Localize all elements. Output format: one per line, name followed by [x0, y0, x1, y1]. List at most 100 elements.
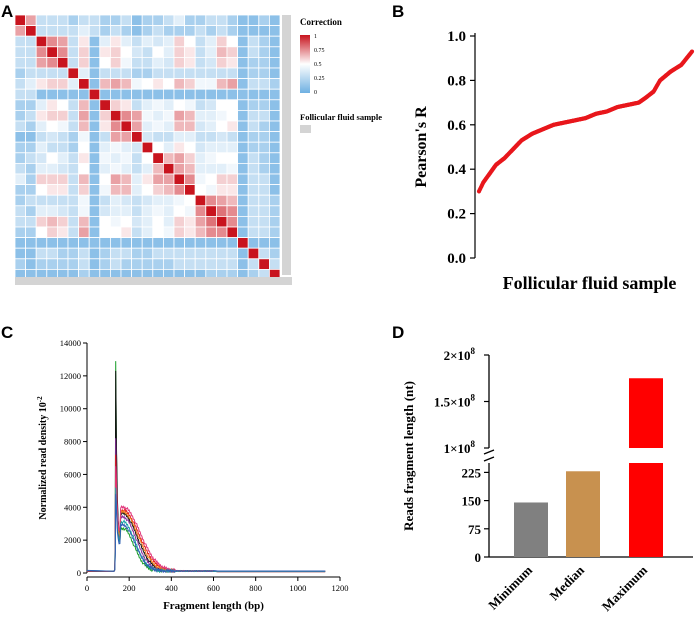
- heatmap-cell: [215, 88, 228, 101]
- heatmap-cell: [226, 215, 239, 228]
- heatmap-cell: [184, 25, 196, 37]
- heatmap-cell: [152, 99, 164, 111]
- heatmap-cell: [194, 205, 207, 217]
- heatmap-cell: [78, 110, 90, 122]
- heatmap-cell: [205, 152, 217, 164]
- heatmap-cell: [162, 141, 175, 154]
- heatmap-cell: [194, 57, 207, 69]
- heatmap-cell: [258, 35, 270, 48]
- heatmap-cell: [99, 162, 111, 175]
- heatmap-cell: [226, 258, 239, 270]
- heatmap-cell: [99, 46, 111, 58]
- heatmap-cell: [25, 25, 37, 37]
- heatmap-cell: [237, 184, 249, 196]
- y-tick-label: 0.0: [447, 251, 466, 267]
- heatmap-cell: [215, 110, 228, 122]
- heatmap-cell: [268, 57, 281, 69]
- heatmap-cell: [67, 237, 80, 249]
- heatmap-cell: [247, 194, 260, 207]
- heatmap-cell: [88, 215, 101, 228]
- heatmap-cell: [268, 25, 281, 37]
- heatmap-cell: [25, 88, 37, 101]
- heatmap-cell: [67, 57, 80, 69]
- heatmap-cell: [268, 215, 281, 228]
- heatmap-cell: [88, 46, 101, 58]
- sample-annotation-bar-vertical: [282, 15, 291, 275]
- heatmap-cell: [162, 194, 175, 207]
- heatmap-cell: [258, 205, 270, 217]
- heatmap-cell: [194, 131, 207, 143]
- heatmap-cell: [237, 194, 249, 207]
- heatmap-cell: [110, 247, 122, 260]
- heatmap-cell: [247, 25, 260, 37]
- heatmap-cell: [131, 141, 143, 154]
- heatmap-cell: [258, 226, 270, 239]
- heatmap-cell: [205, 247, 217, 260]
- heatmap-cell: [78, 131, 90, 143]
- heatmap-cell: [99, 67, 111, 80]
- heatmap-cell: [194, 67, 207, 80]
- y-tick-label: 1.5×108: [434, 393, 476, 410]
- heatmap-cell: [25, 14, 37, 27]
- heatmap-cell: [14, 46, 27, 58]
- heatmap-cell: [120, 237, 133, 249]
- heatmap-cell: [110, 120, 122, 133]
- heatmap-cell: [205, 184, 217, 196]
- heatmap-cell: [131, 57, 143, 69]
- heatmap-cell: [78, 35, 90, 48]
- heatmap-cell: [184, 258, 196, 270]
- heatmap-cell: [35, 247, 48, 260]
- heatmap-cell: [205, 258, 217, 270]
- heatmap-cell: [173, 173, 186, 186]
- heatmap-cell: [194, 247, 207, 260]
- heatmap-cell: [205, 215, 217, 228]
- heatmap-cell: [110, 99, 122, 111]
- legend-tick-0: 0: [314, 90, 317, 96]
- heatmap-cell: [194, 110, 207, 122]
- y-tick-label: 4000: [64, 502, 81, 512]
- heatmap-cell: [268, 184, 281, 196]
- heatmap-cell: [99, 173, 111, 186]
- y-tick-label: 0: [77, 568, 81, 578]
- x-tick-label: 0: [85, 583, 89, 593]
- heatmap-cell: [258, 14, 270, 27]
- heatmap-cell: [215, 120, 228, 133]
- heatmap-cell: [247, 247, 260, 260]
- heatmap-cell: [99, 237, 111, 249]
- heatmap-cell: [173, 194, 186, 207]
- x-tick-label: 400: [165, 583, 178, 593]
- heatmap-cell: [46, 35, 58, 48]
- y-tick-label-mantissa: 1×10: [444, 441, 471, 456]
- x-tick-label: 800: [249, 583, 262, 593]
- bar-maximum-upper: [629, 378, 663, 448]
- heatmap-cell: [14, 35, 27, 48]
- heatmap-cell: [99, 78, 111, 90]
- y-tick-label-mantissa: 2×10: [444, 348, 471, 363]
- heatmap-cell: [88, 205, 101, 217]
- heatmap-cell: [131, 258, 143, 270]
- heatmap-cell: [268, 78, 281, 90]
- heatmap-cell: [110, 46, 122, 58]
- heatmap-cell: [184, 173, 196, 186]
- heatmap-cell: [162, 173, 175, 186]
- heatmap-cell: [88, 57, 101, 69]
- heatmap-cell: [247, 110, 260, 122]
- heatmap-cell: [226, 67, 239, 80]
- heatmap-cell: [57, 162, 69, 175]
- heatmap-cell: [268, 141, 281, 154]
- heatmap-cell: [67, 99, 80, 111]
- x-tick-label: 600: [207, 583, 220, 593]
- heatmap-cell: [237, 237, 249, 249]
- heatmap-cell: [88, 162, 101, 175]
- heatmap-cell: [99, 35, 111, 48]
- series-line-pink: [86, 466, 326, 573]
- heatmap-cell: [215, 78, 228, 90]
- y-axis-label: Normalized read density 10-2: [36, 396, 49, 520]
- heatmap-cell: [110, 25, 122, 37]
- heatmap-cell: [173, 35, 186, 48]
- heatmap-cell: [268, 131, 281, 143]
- heatmap-cell: [258, 173, 270, 186]
- heatmap-cell: [152, 110, 164, 122]
- heatmap-cell: [205, 162, 217, 175]
- heatmap-cell: [215, 46, 228, 58]
